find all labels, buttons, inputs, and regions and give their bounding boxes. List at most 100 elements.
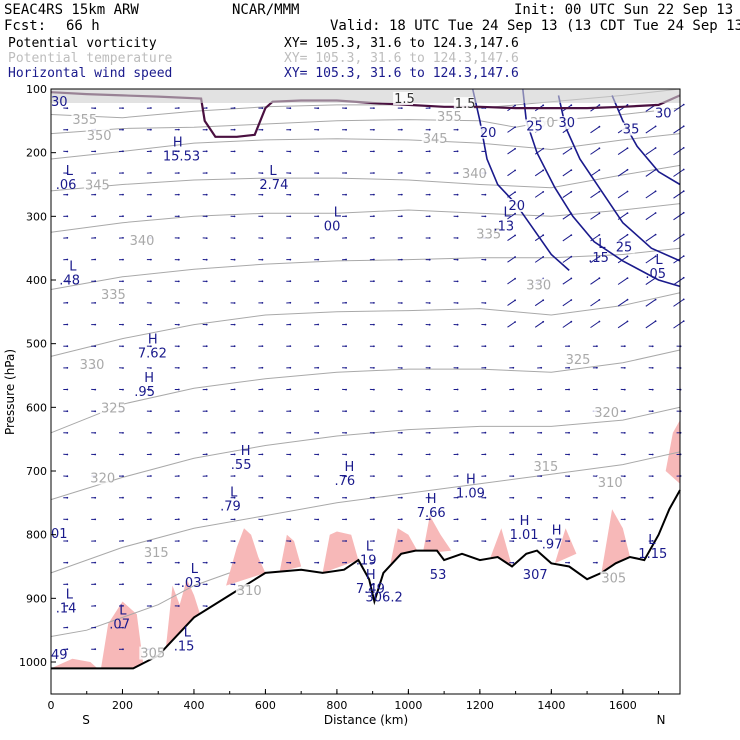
wind-vector-head <box>514 126 516 128</box>
extremum-marker: L <box>66 587 74 602</box>
wind-vector-head <box>682 255 685 257</box>
extremum-value: .14 <box>56 601 77 616</box>
wind-vector-head <box>66 496 69 499</box>
wind-vector-head <box>512 366 515 369</box>
wind-vector-head <box>568 388 570 391</box>
wind-vector-head <box>512 388 515 391</box>
wind-vector-head <box>205 453 208 456</box>
wind-vector-head <box>317 128 320 131</box>
wind-vector-head <box>428 107 431 109</box>
wind-vector-head <box>400 237 403 239</box>
x-tick-label: 1200 <box>466 699 494 712</box>
wind-vector-head <box>568 475 570 478</box>
model-title: SEAC4RS 15km ARW <box>4 2 139 18</box>
wind-vector-head <box>94 518 97 521</box>
wind-vector-head <box>177 605 180 607</box>
extremum-value: 1.01 <box>510 528 539 543</box>
wind-vector-head <box>514 234 516 237</box>
y-axis-label: Pressure (hPa) <box>3 349 17 435</box>
wind-vector-head <box>542 191 545 193</box>
wind-vector-head <box>177 302 180 304</box>
wind-vector-head <box>261 561 264 564</box>
wind-vector <box>590 277 600 285</box>
wind-label-bg <box>507 198 528 212</box>
pv-fill-region <box>322 531 359 573</box>
extremum-marker: L <box>269 164 277 179</box>
wind-vector-head <box>682 103 685 106</box>
wind-vector <box>590 126 600 134</box>
wind-vector-head <box>66 518 69 521</box>
extremum-value: .19 <box>356 554 377 569</box>
legend-theta-xy: XY= 105.3, 31.6 to 124.3,147.6 <box>284 51 519 66</box>
wind-vector-head <box>626 233 629 236</box>
wind-vector-head <box>317 496 320 499</box>
wind-vector <box>562 191 572 199</box>
wind-vector-head <box>540 366 543 369</box>
wind-vector-head <box>66 388 69 391</box>
wind-vector-head <box>317 366 320 369</box>
wind-vector-head <box>598 212 601 215</box>
wind-vector-head <box>373 367 375 369</box>
wind-vector-head <box>456 496 459 499</box>
wind-vector-head <box>570 320 573 323</box>
wind-vector-head <box>542 147 545 150</box>
theta-label: 340 <box>130 234 155 249</box>
wind-vector-head <box>568 518 570 521</box>
wind-vector-head <box>289 258 292 261</box>
wind-speed-label: 25 <box>616 240 633 255</box>
wind-vector-head <box>596 496 598 499</box>
theta-label-bg <box>564 353 589 367</box>
wind-vector-head <box>345 410 347 413</box>
y-tick-label: 300 <box>26 210 47 223</box>
wind-vector-head <box>261 518 264 521</box>
wind-vector-head <box>122 258 124 261</box>
wind-vector-head <box>150 172 152 174</box>
wind-vector-head <box>456 128 459 131</box>
y-tick-label: 100 <box>26 83 47 96</box>
wind-vector-head <box>150 345 152 348</box>
wind-vector-head <box>205 366 208 369</box>
theta-contour-330 <box>50 247 681 290</box>
wind-vector-head <box>150 302 152 304</box>
theta-contour-325 <box>50 292 681 357</box>
wind-vector-head <box>514 299 516 302</box>
wind-vector-head <box>177 410 180 412</box>
wind-vector-head <box>682 233 685 236</box>
wind-vector-head <box>512 496 515 499</box>
wind-vector-head <box>682 320 685 322</box>
y-tick-label: 200 <box>26 147 47 160</box>
wind-vector-head <box>122 367 124 369</box>
wind-vector-head <box>177 518 180 521</box>
wind-vector-head <box>540 518 543 521</box>
wind-vector-head <box>373 237 375 239</box>
wind-vector-head <box>484 388 487 391</box>
wind-vector-head <box>122 345 124 348</box>
wind-vector-head <box>345 172 347 174</box>
wind-vector-head <box>596 561 598 564</box>
wind-vector <box>645 190 656 199</box>
wind-vector-head <box>289 107 292 110</box>
theta-label-bg <box>460 167 485 181</box>
theta-label: 320 <box>90 472 115 487</box>
wind-vector-head <box>682 190 685 193</box>
wind-vector-head <box>66 540 69 542</box>
wind-vector-head <box>456 410 459 412</box>
wind-vector-head <box>205 107 208 109</box>
wind-vector-head <box>177 258 180 261</box>
theta-label: 325 <box>101 401 126 416</box>
wind-vector-head <box>205 150 208 153</box>
legend-pv-label: Potential vorticity <box>8 36 157 51</box>
wind-vector-head <box>122 518 124 521</box>
wind-vector <box>645 147 656 156</box>
wind-vector-head <box>289 496 292 499</box>
wind-vector-head <box>289 475 292 478</box>
wind-vector-head <box>542 299 545 302</box>
wind-vector-head <box>540 453 543 456</box>
extremum-value: 1.09 <box>456 487 485 502</box>
wind-vector-head <box>150 540 152 542</box>
wind-vector-head <box>596 388 598 391</box>
wind-vector-head <box>177 388 180 391</box>
wind-vector-head <box>205 258 208 261</box>
wind-vector-head <box>94 302 97 304</box>
wind-vector-head <box>261 345 264 347</box>
